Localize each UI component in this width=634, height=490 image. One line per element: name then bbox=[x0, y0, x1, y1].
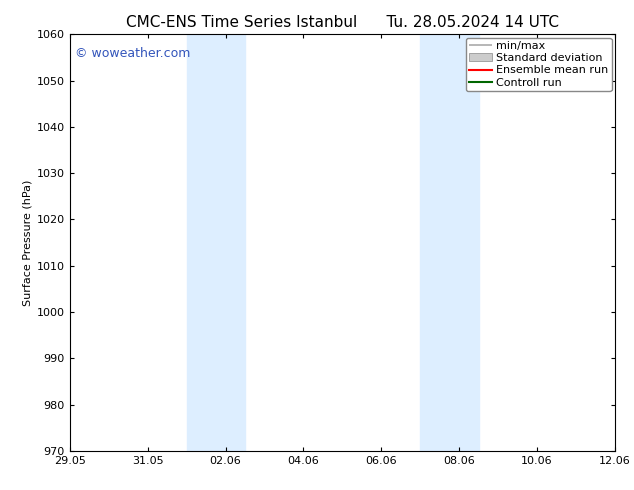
Bar bbox=[420, 34, 479, 451]
Title: CMC-ENS Time Series Istanbul      Tu. 28.05.2024 14 UTC: CMC-ENS Time Series Istanbul Tu. 28.05.2… bbox=[126, 15, 559, 30]
Bar bbox=[186, 34, 245, 451]
Y-axis label: Surface Pressure (hPa): Surface Pressure (hPa) bbox=[23, 179, 32, 306]
Text: © woweather.com: © woweather.com bbox=[75, 47, 191, 60]
Legend: min/max, Standard deviation, Ensemble mean run, Controll run: min/max, Standard deviation, Ensemble me… bbox=[466, 38, 612, 91]
